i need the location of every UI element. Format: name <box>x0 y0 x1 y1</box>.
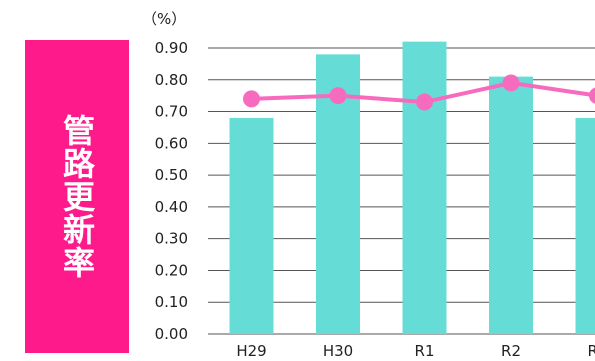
bar-R3 <box>575 117 595 335</box>
y-tick-labels: 0.00 0.10 0.20 0.30 0.40 0.50 0.60 0.70 0.80 0.90 <box>155 39 188 343</box>
y-unit-label: （%） <box>142 10 186 28</box>
x-tick-labels: H29 H30 R1 R2 R3 <box>236 342 595 360</box>
y-tick-label: 0.40 <box>155 198 188 216</box>
x-tick-label: H30 <box>323 342 353 360</box>
y-tick-label: 0.30 <box>155 230 188 248</box>
y-tick-label: 0.10 <box>155 293 188 311</box>
line-point-H30 <box>329 87 347 105</box>
line-point-H29 <box>243 90 260 108</box>
y-tick-label: 0.60 <box>155 134 188 152</box>
side-label-text: 管路更新率 <box>58 114 96 279</box>
line-point-R1 <box>416 93 433 111</box>
x-tick-label: H29 <box>236 342 266 360</box>
side-label-box: 管路更新率 <box>25 40 129 353</box>
line-series <box>243 74 595 111</box>
x-tick-label: R3 <box>588 342 595 360</box>
y-tick-label: 0.50 <box>155 166 188 184</box>
bar-R1 <box>402 41 447 335</box>
x-tick-label: R2 <box>501 342 521 360</box>
bar-H29 <box>229 117 274 335</box>
y-tick-label: 0.00 <box>155 325 188 343</box>
y-tick-label: 0.70 <box>155 103 188 121</box>
y-tick-label: 0.80 <box>155 71 188 89</box>
y-tick-label: 0.90 <box>155 39 188 57</box>
line-point-R3 <box>589 87 595 104</box>
bar-R2 <box>489 76 533 334</box>
y-tick-label: 0.20 <box>155 261 188 279</box>
x-tick-label: R1 <box>415 342 435 360</box>
line-point-R2 <box>502 74 520 92</box>
